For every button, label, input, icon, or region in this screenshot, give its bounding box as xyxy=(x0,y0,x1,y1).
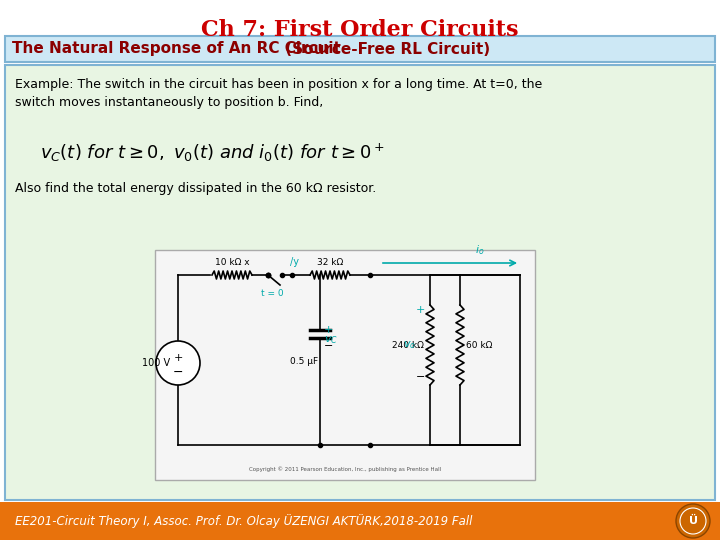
Text: −: − xyxy=(173,366,184,379)
Bar xyxy=(0,502,720,540)
Text: 10 kΩ x: 10 kΩ x xyxy=(215,258,249,267)
Text: Ü: Ü xyxy=(688,516,698,526)
Text: +: + xyxy=(415,305,425,315)
Text: Ch 7: First Order Circuits: Ch 7: First Order Circuits xyxy=(202,19,518,41)
Text: Also find the total energy dissipated in the 60 kΩ resistor.: Also find the total energy dissipated in… xyxy=(15,182,377,195)
Circle shape xyxy=(680,508,706,534)
Bar xyxy=(5,36,715,62)
Text: $v_o$: $v_o$ xyxy=(403,339,416,351)
Text: (Source-Free RL Circuit): (Source-Free RL Circuit) xyxy=(280,42,490,57)
Text: 240 kΩ: 240 kΩ xyxy=(392,341,424,349)
Text: 100 V: 100 V xyxy=(142,358,170,368)
Bar xyxy=(155,250,535,480)
Text: /y: /y xyxy=(290,257,299,267)
Text: −: − xyxy=(415,372,425,382)
Text: $i_o$: $i_o$ xyxy=(475,243,485,257)
Text: Copyright © 2011 Pearson Education, Inc., publishing as Prentice Hall: Copyright © 2011 Pearson Education, Inc.… xyxy=(249,467,441,472)
Text: The Natural Response of An RC Circuit: The Natural Response of An RC Circuit xyxy=(12,42,341,57)
Text: +: + xyxy=(174,353,183,363)
Bar xyxy=(5,65,715,500)
Text: 32 kΩ: 32 kΩ xyxy=(317,258,343,267)
Text: +: + xyxy=(324,325,333,335)
Text: $v_C$: $v_C$ xyxy=(324,334,338,346)
Text: −: − xyxy=(324,341,333,351)
Text: 60 kΩ: 60 kΩ xyxy=(466,341,492,349)
Text: $v_C(t)\ \mathit{for}\ t \geq 0,\ v_0(t)\ \mathit{and}\ i_0(t)\ \mathit{for}\ t : $v_C(t)\ \mathit{for}\ t \geq 0,\ v_0(t)… xyxy=(40,142,384,164)
Circle shape xyxy=(156,341,200,385)
Text: 0.5 μF: 0.5 μF xyxy=(290,357,318,367)
Circle shape xyxy=(676,504,710,538)
Text: EE201-Circuit Theory I, Assoc. Prof. Dr. Olcay ÜZENGI AKTÜRK,2018-2019 Fall: EE201-Circuit Theory I, Assoc. Prof. Dr.… xyxy=(15,514,472,528)
Text: Example: The switch in the circuit has been in position x for a long time. At t=: Example: The switch in the circuit has b… xyxy=(15,78,542,109)
Text: t = 0: t = 0 xyxy=(261,289,283,298)
